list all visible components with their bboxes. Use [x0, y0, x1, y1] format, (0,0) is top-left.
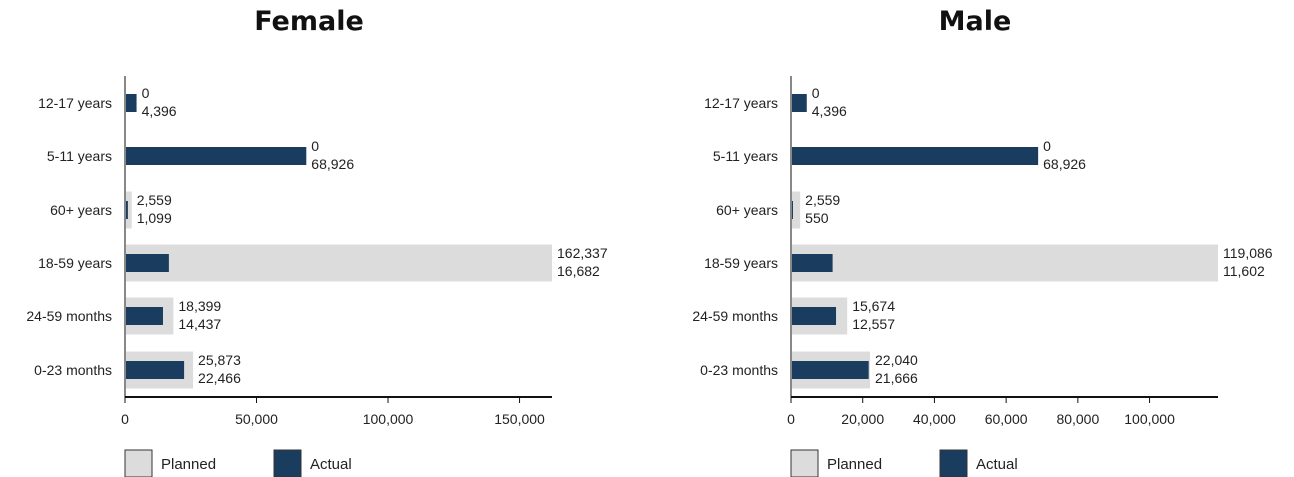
female-chart-title: Female: [254, 6, 364, 37]
female-category-label: 0-23 months: [34, 362, 112, 378]
male-legend-planned-swatch: [790, 449, 819, 477]
female-actual-value-label: 4,396: [142, 103, 177, 119]
male-actual-bar: [791, 254, 833, 272]
female-planned-value-label: 18,399: [178, 298, 221, 314]
female-planned-bar: [125, 191, 132, 229]
male-category-label: 24-59 months: [692, 308, 778, 324]
male-category-label: 5-11 years: [713, 148, 778, 164]
female-planned-value-label: 25,873: [198, 352, 241, 368]
female-legend-planned-label: Planned: [161, 456, 216, 473]
male-planned-value-label: 0: [812, 85, 820, 101]
male-planned-value-label: 15,674: [852, 298, 895, 314]
female-actual-value-label: 16,682: [557, 263, 600, 279]
female-x-tick-label: 150,000: [494, 411, 545, 427]
male-actual-bar: [791, 94, 807, 112]
male-category-label: 12-17 years: [704, 95, 778, 111]
female-planned-value-label: 0: [311, 138, 319, 154]
male-x-tick-label: 60,000: [985, 411, 1028, 427]
female-planned-bar: [125, 244, 552, 282]
female-actual-bar: [125, 254, 169, 272]
male-x-tick-label: 100,000: [1124, 411, 1175, 427]
female-category-label: 18-59 years: [38, 255, 112, 271]
female-actual-bar: [125, 147, 307, 165]
male-planned-value-label: 0: [1043, 138, 1051, 154]
female-planned-value-label: 0: [142, 85, 150, 101]
male-actual-value-label: 550: [805, 210, 829, 226]
male-planned-bar: [791, 244, 1218, 282]
male-actual-value-label: 21,666: [875, 370, 918, 386]
male-category-label: 60+ years: [716, 202, 778, 218]
male-x-tick-label: 40,000: [913, 411, 956, 427]
male-category-label: 18-59 years: [704, 255, 778, 271]
female-x-tick-label: 50,000: [235, 411, 278, 427]
male-chart-title: Male: [938, 6, 1012, 37]
male-actual-value-label: 11,602: [1223, 263, 1265, 279]
male-actual-bar: [791, 147, 1039, 165]
male-planned-value-label: 22,040: [875, 352, 918, 368]
female-actual-bar: [125, 94, 137, 112]
female-x-tick-label: 0: [121, 411, 129, 427]
female-category-label: 60+ years: [50, 202, 112, 218]
male-planned-value-label: 119,086: [1223, 245, 1273, 261]
male-planned-bar: [791, 191, 801, 229]
male-category-label: 0-23 months: [700, 362, 778, 378]
male-actual-bar: [791, 307, 837, 325]
male-x-tick-label: 80,000: [1056, 411, 1099, 427]
male-x-tick-label: 20,000: [841, 411, 884, 427]
female-legend-actual-swatch: [273, 449, 302, 477]
male-actual-value-label: 4,396: [812, 103, 847, 119]
male-planned-value-label: 2,559: [805, 192, 840, 208]
female-planned-value-label: 162,337: [557, 245, 608, 261]
male-actual-value-label: 68,926: [1043, 156, 1086, 172]
female-actual-bar: [125, 201, 128, 219]
female-actual-value-label: 68,926: [311, 156, 354, 172]
female-x-tick-label: 100,000: [363, 411, 414, 427]
male-legend-actual-swatch: [939, 449, 968, 477]
female-actual-value-label: 1,099: [137, 210, 172, 226]
male-x-tick-label: 0: [787, 411, 795, 427]
female-legend-actual-label: Actual: [310, 456, 352, 473]
male-actual-bar: [791, 361, 869, 379]
female-category-label: 24-59 months: [26, 308, 112, 324]
female-actual-bar: [125, 307, 163, 325]
female-actual-value-label: 22,466: [198, 370, 241, 386]
male-legend-actual-label: Actual: [976, 456, 1018, 473]
female-actual-bar: [125, 361, 185, 379]
female-actual-value-label: 14,437: [178, 316, 221, 332]
female-planned-value-label: 2,559: [137, 192, 172, 208]
female-legend-planned-swatch: [124, 449, 153, 477]
male-legend-planned-label: Planned: [827, 456, 882, 473]
female-category-label: 5-11 years: [47, 148, 112, 164]
male-actual-value-label: 12,557: [852, 316, 895, 332]
female-category-label: 12-17 years: [38, 95, 112, 111]
